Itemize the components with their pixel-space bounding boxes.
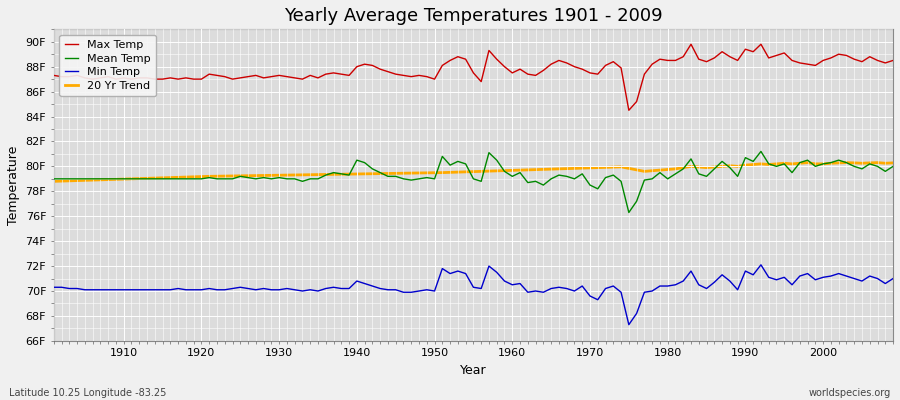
X-axis label: Year: Year: [460, 364, 487, 377]
Min Temp: [49, 285, 59, 290]
Line: Mean Temp: Mean Temp: [54, 152, 893, 212]
Mean Temp: [887, 164, 898, 169]
Y-axis label: Temperature: Temperature: [7, 145, 20, 225]
20 Yr Trend: [49, 179, 59, 184]
20 Yr Trend: [111, 177, 122, 182]
Text: worldspecies.org: worldspecies.org: [809, 388, 891, 398]
Mean Temp: [328, 170, 339, 175]
Text: Latitude 10.25 Longitude -83.25: Latitude 10.25 Longitude -83.25: [9, 388, 166, 398]
Max Temp: [111, 77, 122, 82]
Max Temp: [49, 73, 59, 78]
Max Temp: [328, 70, 339, 75]
Min Temp: [328, 285, 339, 290]
Min Temp: [282, 286, 292, 291]
Mean Temp: [624, 210, 634, 215]
Min Temp: [600, 286, 611, 291]
Mean Temp: [600, 175, 611, 180]
Line: Min Temp: Min Temp: [54, 265, 893, 325]
Min Temp: [624, 322, 634, 327]
20 Yr Trend: [500, 168, 510, 173]
Max Temp: [887, 58, 898, 63]
Mean Temp: [755, 149, 766, 154]
Mean Temp: [282, 176, 292, 181]
Legend: Max Temp, Mean Temp, Min Temp, 20 Yr Trend: Max Temp, Mean Temp, Min Temp, 20 Yr Tre…: [59, 35, 157, 96]
20 Yr Trend: [282, 173, 292, 178]
Mean Temp: [111, 176, 122, 181]
Line: 20 Yr Trend: 20 Yr Trend: [54, 163, 893, 181]
Min Temp: [887, 276, 898, 281]
Mean Temp: [500, 169, 510, 174]
Max Temp: [686, 42, 697, 47]
Line: Max Temp: Max Temp: [54, 44, 893, 110]
Mean Temp: [507, 174, 517, 179]
20 Yr Trend: [600, 165, 611, 170]
20 Yr Trend: [887, 160, 898, 165]
Max Temp: [507, 70, 517, 75]
20 Yr Trend: [802, 160, 813, 165]
20 Yr Trend: [328, 172, 339, 177]
Min Temp: [507, 282, 517, 287]
Min Temp: [500, 279, 510, 284]
Max Temp: [600, 63, 611, 68]
Max Temp: [500, 64, 510, 69]
Title: Yearly Average Temperatures 1901 - 2009: Yearly Average Temperatures 1901 - 2009: [284, 7, 662, 25]
Mean Temp: [49, 176, 59, 181]
Min Temp: [111, 287, 122, 292]
Max Temp: [282, 74, 292, 79]
Min Temp: [755, 262, 766, 267]
20 Yr Trend: [507, 168, 517, 173]
Max Temp: [624, 108, 634, 113]
